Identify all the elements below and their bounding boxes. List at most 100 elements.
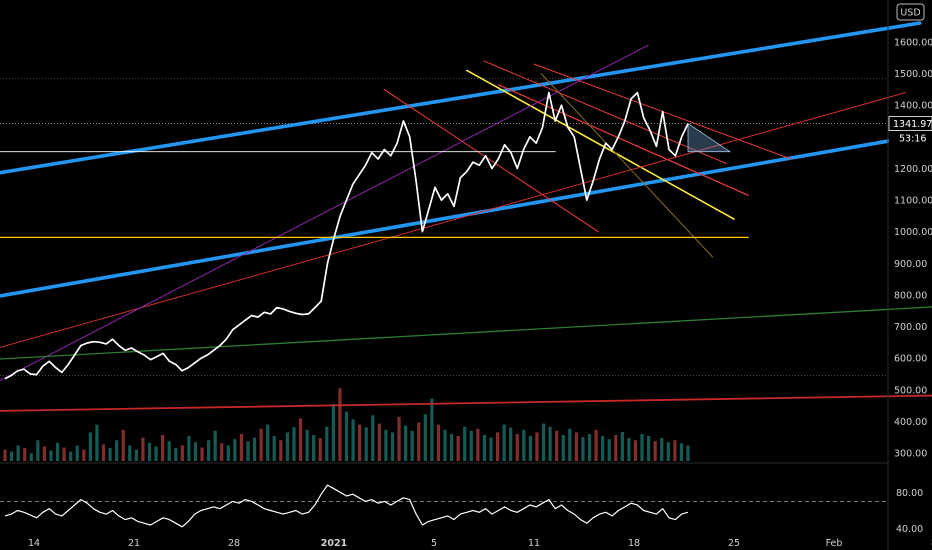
time-axis[interactable]: 14 21 28 2021 5 11 18 25 Feb 8 (28, 538, 932, 549)
volume-bar (509, 427, 513, 461)
volume-bar (298, 418, 303, 461)
volume-bar (456, 436, 460, 461)
price-tick-label: 800.00 (894, 290, 927, 301)
trend-line-2 (466, 69, 735, 220)
volume-bar (620, 431, 624, 461)
volume-bar (312, 435, 316, 461)
volume-bar (147, 442, 152, 461)
volume-bar (430, 398, 434, 461)
volume-bar (476, 428, 480, 461)
price-tick-label: 600.00 (894, 354, 927, 365)
volume-bar (115, 440, 119, 461)
time-tick-label: 2021 (321, 538, 347, 549)
oscillator-tick-label: 80.00 (896, 488, 923, 499)
oscillator-scale[interactable]: 80.00 40.00 (896, 488, 923, 535)
volume-bar (285, 432, 289, 461)
volume-bar (574, 432, 578, 461)
volume-bar (515, 433, 519, 461)
trend-line-4 (383, 88, 599, 233)
countdown-tag-box (889, 131, 932, 145)
volume-bar (653, 441, 657, 461)
volume-bar (206, 440, 211, 461)
price-tick-label: 400.00 (894, 417, 927, 428)
price-series-line (4, 91, 689, 380)
volume-bar (62, 447, 66, 461)
last-price-value: 1341.97 (893, 119, 932, 130)
volume-bar (180, 445, 184, 461)
volume-bar (587, 433, 592, 461)
volume-bar (495, 432, 500, 461)
price-tick-label: 1000.00 (894, 227, 932, 238)
volume-bar (646, 436, 651, 461)
volume-bar (502, 424, 506, 461)
volume-bar (660, 438, 664, 461)
price-tick-label: 1500.00 (894, 69, 932, 80)
volume-bar (213, 430, 217, 461)
volume-bar (108, 448, 112, 461)
volume-bar (358, 424, 362, 461)
price-pane[interactable] (0, 21, 932, 461)
volume-bar (489, 437, 493, 461)
time-tick-label: 14 (28, 538, 40, 549)
projection-triangle (687, 122, 732, 153)
volume-bar (49, 450, 53, 461)
volume-bar (259, 428, 263, 461)
volume-bar (134, 449, 138, 461)
volume-bar (23, 448, 27, 461)
volume-bar (331, 403, 335, 461)
volume-bar (404, 425, 408, 461)
volume-bar (601, 436, 605, 461)
volume-bar (305, 429, 309, 461)
price-scale[interactable]: 1600.001500.001400.001300.001200.001100.… (894, 38, 932, 460)
volume-bar (318, 438, 322, 461)
volume-bar (666, 442, 670, 461)
currency-badge[interactable]: USD (896, 3, 925, 21)
volume-bar (614, 435, 618, 461)
volume-bar (673, 440, 677, 461)
volume-bar (3, 449, 7, 461)
volume-bar (75, 445, 79, 461)
volume-bar (16, 445, 20, 461)
volume-bar (397, 416, 401, 461)
oscillator-pane[interactable] (0, 484, 888, 528)
price-tick-label: 1600.00 (894, 38, 932, 49)
price-tick-label: 700.00 (894, 322, 927, 333)
volume-bar (200, 447, 204, 461)
price-tick-label: 900.00 (894, 259, 927, 270)
time-tick-label: 5 (431, 538, 437, 549)
volume-bar (449, 433, 454, 461)
volume-bar (193, 442, 198, 461)
time-tick-label: 21 (128, 538, 140, 549)
volume-bar (220, 443, 224, 461)
volume-bar (266, 424, 270, 461)
trend-line-13 (0, 394, 932, 412)
price-tick-label: 1100.00 (894, 196, 932, 207)
trend-line-1 (0, 133, 922, 298)
volume-bar (29, 453, 33, 461)
volume-bar (233, 439, 237, 461)
volume-bar (272, 436, 276, 461)
volume-bar (548, 426, 552, 461)
volume-bar (522, 429, 526, 461)
price-tick-label: 500.00 (894, 385, 927, 396)
volume-bar (679, 443, 684, 461)
volume-bar (384, 429, 388, 461)
trend-line-9 (540, 73, 714, 258)
volume-bar (246, 441, 250, 461)
volume-bar (555, 430, 559, 461)
volume-bar (535, 432, 539, 461)
countdown-tag: 53:16 (889, 131, 932, 145)
volume-bar (640, 433, 644, 461)
volume-bar (443, 429, 447, 461)
volume-bar (42, 446, 47, 461)
volume-bar (463, 426, 467, 461)
volume-bar (541, 423, 546, 461)
last-price-tag-box (888, 116, 932, 131)
volume-bar (423, 414, 427, 461)
volume-bar (469, 430, 473, 461)
trend-line-7 (0, 92, 906, 348)
volume-bar (633, 440, 638, 461)
trend-line-0 (0, 21, 922, 175)
volume-bar (36, 440, 40, 461)
